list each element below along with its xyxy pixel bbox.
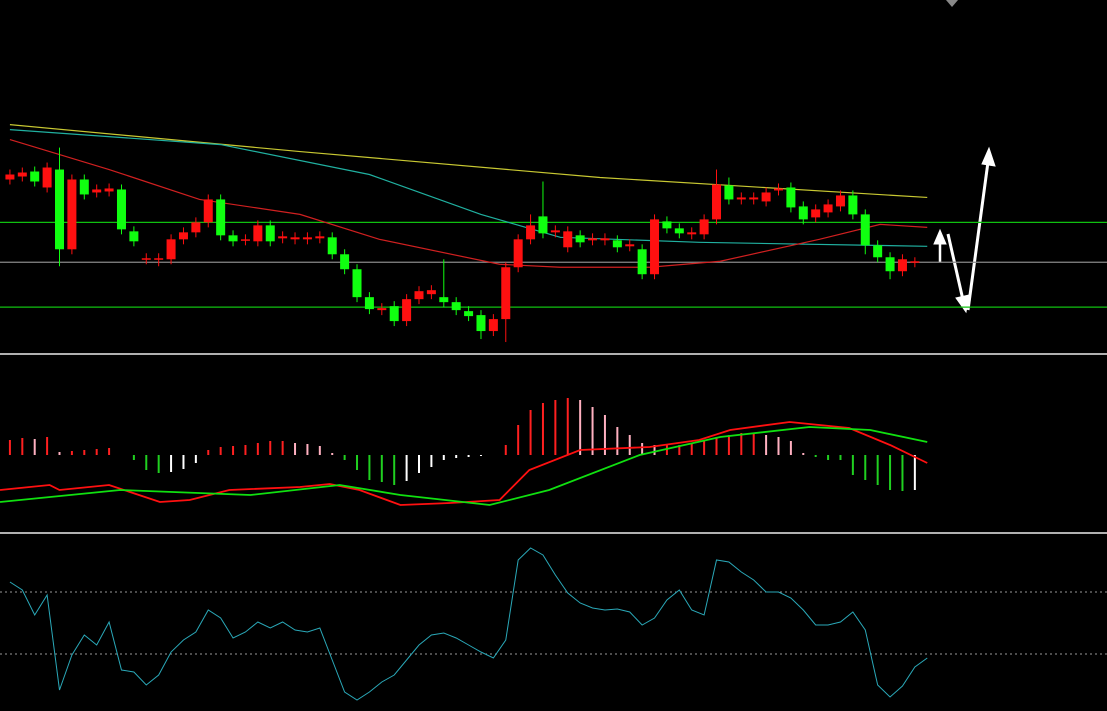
- candle-body: [798, 206, 808, 220]
- candle-body: [848, 195, 858, 215]
- candle-body: [265, 225, 275, 242]
- candle-body: [563, 231, 573, 248]
- arrow: [966, 161, 990, 311]
- candle-body: [451, 302, 461, 311]
- candle-body: [79, 179, 89, 195]
- candle-body: [352, 269, 362, 298]
- candle-body: [600, 238, 610, 241]
- candle-body: [402, 299, 412, 322]
- moving-average: [9, 129, 928, 247]
- candle-body: [464, 311, 474, 317]
- moving-average: [9, 139, 928, 268]
- candle-body: [873, 245, 883, 258]
- candle-body: [67, 179, 77, 250]
- moving-average: [9, 124, 928, 199]
- candle-body: [364, 297, 374, 310]
- scroll-marker: [946, 0, 958, 7]
- candle-body: [550, 230, 560, 233]
- candle-body: [42, 167, 52, 188]
- candle-body: [216, 199, 226, 236]
- candle-body: [650, 219, 660, 275]
- candle-body: [426, 290, 436, 295]
- candle-body: [612, 240, 622, 248]
- candle-body: [315, 236, 325, 239]
- candle-body: [253, 225, 263, 242]
- candle-body: [414, 291, 424, 300]
- candle-body: [55, 169, 65, 250]
- candle-body: [526, 225, 536, 240]
- candle-body: [203, 199, 213, 223]
- candle-body: [588, 238, 598, 241]
- candle-body: [712, 184, 722, 220]
- candle-body: [786, 187, 796, 208]
- candle-body: [17, 172, 27, 177]
- annotation-arrows: [933, 146, 996, 314]
- candle-body: [513, 239, 523, 268]
- candle-body: [662, 221, 672, 229]
- candle-body: [625, 244, 635, 247]
- candle-body: [724, 185, 734, 200]
- indicator-line: [0, 426, 928, 506]
- candle-body: [116, 189, 126, 230]
- candle-body: [377, 308, 387, 311]
- candle-body: [5, 174, 15, 180]
- candle-body: [290, 237, 300, 240]
- candle-body: [736, 197, 746, 200]
- candle-body: [637, 249, 647, 275]
- arrow-head: [933, 228, 947, 245]
- candle-body: [749, 197, 759, 200]
- candle-body: [191, 222, 201, 233]
- candle-body: [30, 171, 40, 182]
- arrow: [946, 233, 965, 301]
- indicator-line: [0, 421, 928, 506]
- candle-body: [823, 204, 833, 213]
- candle-body: [761, 192, 771, 202]
- candle-body: [278, 236, 288, 239]
- candle-body: [687, 232, 697, 235]
- candle-body: [538, 216, 548, 234]
- candle-body: [439, 297, 449, 303]
- arrow-head: [981, 146, 996, 167]
- oscillator-line: [9, 547, 928, 701]
- candle-body: [674, 228, 684, 234]
- candle-body: [166, 239, 176, 260]
- candle-body: [575, 235, 585, 243]
- candle-body: [476, 315, 486, 332]
- candle-body: [811, 209, 821, 218]
- candle-body: [773, 188, 783, 191]
- candle-body: [154, 258, 164, 260]
- candle-body: [129, 231, 139, 242]
- candle-body: [104, 188, 114, 192]
- candle-body: [910, 261, 920, 263]
- candle-body: [860, 214, 870, 246]
- candle-body: [340, 254, 350, 270]
- candle-body: [327, 237, 337, 255]
- candle-body: [488, 319, 498, 332]
- candle-body: [885, 257, 895, 272]
- candle-body: [302, 237, 312, 240]
- candle-body: [240, 239, 250, 241]
- candle-body: [835, 195, 845, 207]
- candle-body: [92, 189, 102, 193]
- candle-body: [501, 267, 511, 320]
- candle-body: [141, 258, 151, 260]
- candle-body: [228, 235, 238, 242]
- candle-body: [699, 219, 709, 235]
- candle-body: [897, 259, 907, 272]
- candle-body: [178, 232, 188, 240]
- candle-body: [389, 306, 399, 322]
